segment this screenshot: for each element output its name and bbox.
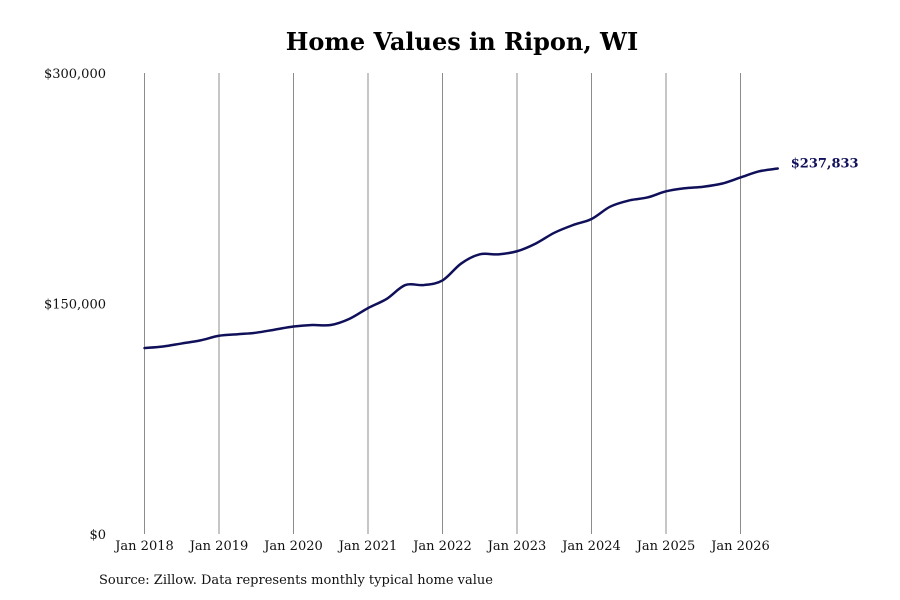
series-layer	[143, 167, 779, 350]
y-tick-label: $150,000	[44, 298, 106, 313]
end-label-layer: $237,833	[791, 157, 859, 172]
gridlines	[144, 73, 741, 534]
chart-title: Home Values in Ripon, WI	[285, 27, 639, 56]
x-tick-label: Jan 2021	[337, 539, 398, 554]
x-tick-label: Jan 2026	[709, 539, 770, 554]
y-axis-tick-labels: $0 $150,000 $300,000	[44, 67, 106, 543]
x-tick-label: Jan 2019	[188, 539, 249, 554]
x-tick-label: Jan 2023	[486, 539, 547, 554]
y-tick-label: $300,000	[44, 67, 106, 82]
x-tick-label: Jan 2022	[411, 539, 472, 554]
x-tick-label: Jan 2025	[635, 539, 696, 554]
series-line	[143, 167, 779, 350]
y-tick-label: $0	[89, 528, 106, 543]
end-value-label: $237,833	[791, 157, 859, 172]
source-note: Source: Zillow. Data represents monthly …	[99, 573, 493, 588]
x-tick-label: Jan 2024	[560, 539, 621, 554]
x-tick-label: Jan 2018	[113, 539, 174, 554]
x-tick-label: Jan 2020	[262, 539, 323, 554]
x-axis-tick-labels: Jan 2018 Jan 2019 Jan 2020 Jan 2021 Jan 2022…	[113, 539, 770, 554]
